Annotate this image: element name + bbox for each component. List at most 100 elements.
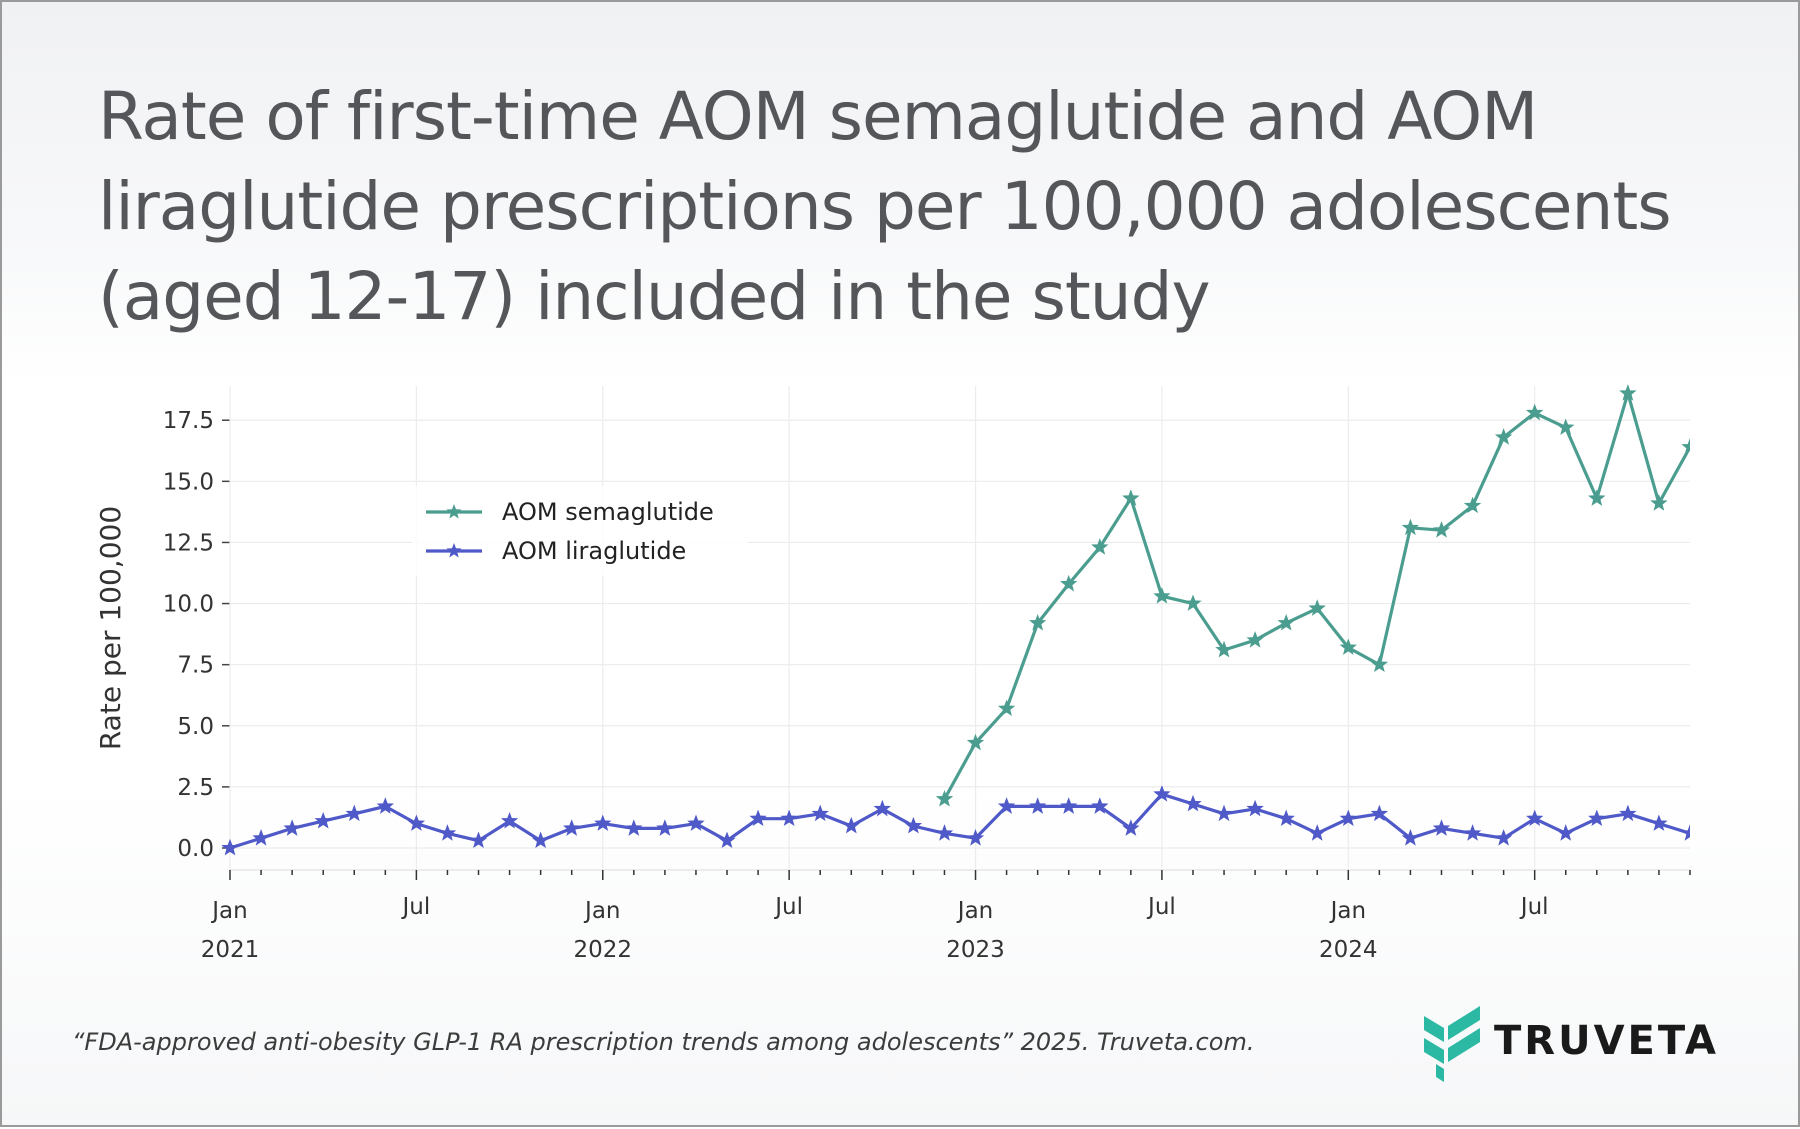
series-line (943, 391, 1690, 800)
data-point-star (1029, 613, 1047, 631)
data-point-star (1526, 403, 1544, 421)
y-tick-label: 10.0 (163, 592, 214, 618)
data-point-star (1557, 824, 1575, 841)
data-point-star (904, 816, 923, 834)
data-point-star (1619, 804, 1637, 822)
y-tick-label: 7.5 (177, 653, 214, 679)
data-point-star (811, 804, 829, 822)
data-point-star (1091, 797, 1109, 814)
data-point-star (1339, 638, 1357, 655)
data-point-star (1184, 794, 1202, 812)
data-point-star (221, 838, 239, 856)
data-point-star (1432, 521, 1451, 538)
data-point-star (1308, 824, 1326, 841)
x-tick-label: Jul (1519, 894, 1549, 920)
citation-text: “FDA-approved anti-obesity GLP-1 RA pres… (72, 1028, 1255, 1056)
data-point-star (842, 816, 860, 834)
data-point-star (1463, 824, 1482, 841)
data-point-star (1215, 640, 1233, 658)
data-point-star (1463, 496, 1482, 514)
x-tick-year-label: 2024 (1319, 937, 1378, 963)
data-point-star (1122, 489, 1140, 506)
data-point-star (1308, 599, 1326, 616)
data-point-star (997, 699, 1016, 717)
y-tick-label: 17.5 (163, 408, 214, 434)
x-tick-year-label: 2023 (946, 937, 1005, 963)
x-tick-year-label: 2021 (201, 937, 260, 963)
series-2 (221, 785, 1690, 856)
data-point-star (1588, 489, 1606, 506)
data-point-star (1401, 518, 1420, 536)
y-tick-label: 5.0 (177, 714, 214, 740)
data-point-star (625, 819, 643, 836)
data-point-star (1339, 809, 1357, 827)
data-point-star (1619, 384, 1637, 401)
x-tick-label: Jul (401, 894, 431, 920)
data-point-star (966, 829, 985, 846)
data-point-star (656, 819, 674, 836)
data-point-star (1246, 799, 1264, 817)
series-1 (935, 384, 1690, 807)
x-tick-label: Jan (583, 898, 620, 924)
data-point-star (531, 831, 550, 849)
legend-box (412, 486, 748, 576)
data-point-star (1184, 594, 1202, 611)
y-tick-label: 12.5 (163, 530, 214, 556)
data-point-star (1681, 437, 1690, 455)
data-point-star (780, 809, 798, 827)
data-point-star (283, 819, 301, 836)
data-point-star (407, 814, 426, 831)
data-point-star (1557, 418, 1575, 435)
data-point-star (1432, 819, 1451, 836)
data-point-star (252, 829, 270, 846)
y-tick-label: 2.5 (177, 775, 214, 801)
x-tick-label: Jul (773, 894, 803, 920)
data-point-star (1494, 428, 1513, 445)
data-point-star (594, 814, 612, 831)
brand-wordmark: TRUVETA (1494, 1018, 1719, 1064)
y-axis-title: Rate per 100,000 (94, 506, 127, 750)
data-point-star (1277, 809, 1295, 827)
series-line (229, 792, 1690, 850)
data-point-star (1650, 814, 1668, 831)
data-point-star (1370, 804, 1389, 822)
legend-swatch-star (446, 504, 462, 519)
data-point-star (345, 804, 363, 822)
data-point-star (1060, 797, 1078, 814)
x-tick-label: Jan (210, 898, 247, 924)
data-point-star (935, 824, 954, 841)
data-point-star (1060, 574, 1078, 592)
data-point-star (1246, 631, 1264, 648)
truveta-chevron-logo-icon (1424, 1006, 1480, 1082)
legend-label: AOM semaglutide (502, 498, 714, 526)
data-point-star (438, 824, 457, 841)
data-point-star (966, 733, 985, 751)
data-point-star (376, 797, 394, 814)
data-point-star (1091, 538, 1109, 555)
data-point-star (314, 811, 332, 829)
data-point-star (1277, 613, 1295, 631)
legend-label: AOM liraglutide (502, 537, 686, 565)
data-point-star (1029, 797, 1047, 814)
data-point-star (1215, 804, 1233, 822)
data-point-star (873, 799, 891, 817)
data-point-star (500, 811, 519, 829)
data-point-star (1681, 824, 1690, 841)
data-point-star (1122, 819, 1140, 836)
data-point-star (718, 831, 736, 849)
data-point-star (749, 809, 767, 827)
y-tick-label: 0.0 (177, 836, 214, 862)
data-point-star (1526, 809, 1544, 827)
y-tick-label: 15.0 (163, 469, 214, 495)
data-point-star (1494, 829, 1513, 846)
legend: AOM semaglutide AOM liraglutide (412, 486, 748, 576)
x-tick-label: Jan (956, 898, 993, 924)
data-point-star (469, 831, 488, 849)
data-point-star (1650, 494, 1668, 511)
x-tick-year-label: 2022 (573, 937, 632, 963)
data-point-star (1370, 655, 1389, 673)
data-point-star (687, 814, 705, 831)
data-point-star (1153, 587, 1171, 604)
